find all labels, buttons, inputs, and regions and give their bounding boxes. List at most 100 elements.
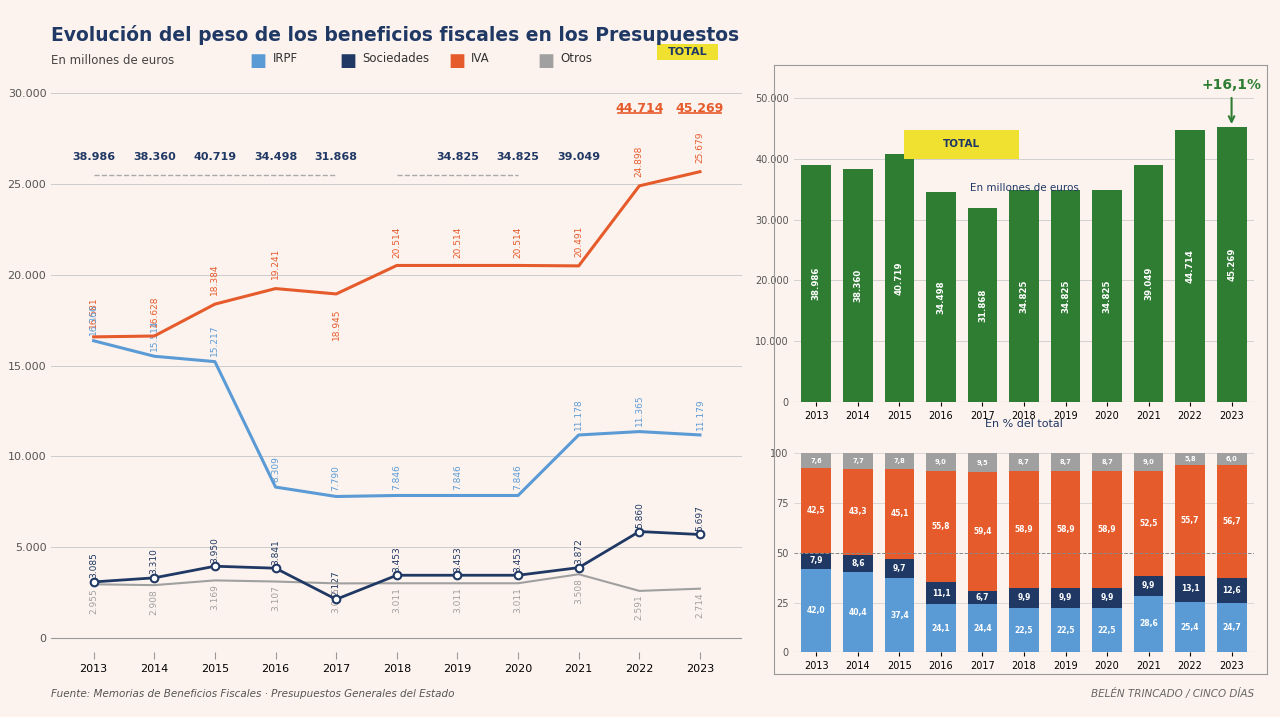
Text: 38.360: 38.360 bbox=[854, 269, 863, 302]
Text: 43,3: 43,3 bbox=[849, 507, 868, 516]
Text: 3.508: 3.508 bbox=[575, 578, 584, 604]
Bar bbox=[1134, 596, 1164, 652]
Text: 18.945: 18.945 bbox=[332, 308, 340, 340]
Bar bbox=[801, 553, 832, 569]
Bar bbox=[968, 591, 997, 604]
Bar bbox=[1092, 588, 1123, 608]
Text: 42,5: 42,5 bbox=[808, 506, 826, 516]
Bar bbox=[1175, 576, 1204, 602]
Bar bbox=[1175, 465, 1204, 576]
Text: 2.908: 2.908 bbox=[150, 589, 159, 614]
Text: 3.453: 3.453 bbox=[513, 546, 522, 571]
Text: 55,8: 55,8 bbox=[932, 522, 950, 531]
Text: 37,4: 37,4 bbox=[890, 611, 909, 619]
Text: 7,7: 7,7 bbox=[852, 458, 864, 464]
Text: 34.498: 34.498 bbox=[253, 152, 297, 162]
Text: 15.514: 15.514 bbox=[150, 319, 159, 351]
Text: 34.825: 34.825 bbox=[436, 152, 479, 162]
Bar bbox=[925, 582, 956, 604]
Text: 40.719: 40.719 bbox=[193, 152, 237, 162]
Text: 3.011: 3.011 bbox=[392, 587, 402, 613]
Text: 52,5: 52,5 bbox=[1139, 519, 1157, 528]
Text: 34.825: 34.825 bbox=[1061, 279, 1070, 313]
Text: 9,9: 9,9 bbox=[1059, 593, 1073, 602]
Text: 11.365: 11.365 bbox=[635, 394, 644, 426]
Text: 20.514: 20.514 bbox=[453, 227, 462, 258]
Bar bbox=[1009, 190, 1039, 402]
Bar bbox=[925, 471, 956, 582]
Text: En millones de euros: En millones de euros bbox=[51, 54, 174, 67]
Bar bbox=[844, 555, 873, 572]
Text: 2.714: 2.714 bbox=[695, 592, 704, 618]
Text: 3.011: 3.011 bbox=[453, 587, 462, 613]
Text: 8,7: 8,7 bbox=[1060, 459, 1071, 465]
Text: 9,9: 9,9 bbox=[1018, 593, 1030, 602]
Text: 11.179: 11.179 bbox=[695, 398, 704, 429]
Bar bbox=[1051, 470, 1080, 588]
Text: 44.714: 44.714 bbox=[616, 103, 663, 115]
Bar bbox=[884, 453, 914, 469]
Bar bbox=[1009, 453, 1039, 470]
Bar bbox=[884, 578, 914, 652]
Bar bbox=[1092, 608, 1123, 652]
Text: 3.872: 3.872 bbox=[575, 538, 584, 564]
Bar bbox=[968, 208, 997, 402]
Text: 34.825: 34.825 bbox=[497, 152, 539, 162]
Bar bbox=[925, 604, 956, 652]
Bar bbox=[801, 468, 832, 553]
Text: 39.049: 39.049 bbox=[557, 152, 600, 162]
Text: 5,8: 5,8 bbox=[1184, 456, 1196, 462]
Text: 3.005: 3.005 bbox=[332, 587, 340, 613]
Text: 24.898: 24.898 bbox=[635, 146, 644, 177]
Text: 7.846: 7.846 bbox=[392, 465, 402, 490]
Bar bbox=[1009, 470, 1039, 588]
Text: 7,8: 7,8 bbox=[893, 458, 905, 464]
Text: 24,1: 24,1 bbox=[932, 624, 950, 633]
Bar bbox=[1092, 190, 1123, 402]
Text: 5.697: 5.697 bbox=[695, 505, 704, 531]
Text: 34.825: 34.825 bbox=[1019, 279, 1029, 313]
Text: ■: ■ bbox=[448, 52, 465, 70]
Text: 9,0: 9,0 bbox=[936, 460, 947, 465]
Text: 7.790: 7.790 bbox=[332, 465, 340, 491]
Text: 20.514: 20.514 bbox=[392, 227, 402, 258]
Bar bbox=[884, 559, 914, 578]
Text: 11.178: 11.178 bbox=[575, 398, 584, 429]
Text: 7.846: 7.846 bbox=[453, 465, 462, 490]
Text: 31.868: 31.868 bbox=[978, 288, 987, 321]
Text: 2.127: 2.127 bbox=[332, 570, 340, 596]
Text: 22,5: 22,5 bbox=[1098, 625, 1116, 635]
Text: 31.868: 31.868 bbox=[315, 152, 357, 162]
Text: 58,9: 58,9 bbox=[1056, 525, 1075, 533]
Bar bbox=[925, 453, 956, 471]
Text: 3.841: 3.841 bbox=[271, 538, 280, 564]
Text: TOTAL: TOTAL bbox=[668, 47, 707, 57]
Bar bbox=[1009, 588, 1039, 608]
Text: 3.950: 3.950 bbox=[210, 537, 219, 563]
Text: 45.269: 45.269 bbox=[1228, 247, 1236, 281]
Bar bbox=[1216, 453, 1247, 465]
Text: 45,1: 45,1 bbox=[890, 509, 909, 518]
Text: 8.309: 8.309 bbox=[271, 456, 280, 482]
Bar bbox=[1134, 576, 1164, 596]
Text: 55,7: 55,7 bbox=[1181, 516, 1199, 525]
Bar bbox=[844, 453, 873, 469]
Text: 9,9: 9,9 bbox=[1101, 593, 1114, 602]
Text: 40,4: 40,4 bbox=[849, 608, 868, 617]
Bar bbox=[968, 604, 997, 652]
Text: 28,6: 28,6 bbox=[1139, 619, 1158, 629]
Text: 3.011: 3.011 bbox=[513, 587, 522, 613]
Bar bbox=[1092, 470, 1123, 588]
Bar bbox=[1134, 453, 1164, 471]
Bar bbox=[884, 154, 914, 402]
Text: 18.384: 18.384 bbox=[210, 264, 219, 295]
Text: 22,5: 22,5 bbox=[1056, 625, 1075, 635]
Text: 3.453: 3.453 bbox=[453, 546, 462, 571]
Bar bbox=[968, 473, 997, 591]
Text: 13,1: 13,1 bbox=[1180, 584, 1199, 594]
Text: 16.628: 16.628 bbox=[150, 295, 159, 327]
Bar bbox=[1051, 190, 1080, 402]
Text: 22,5: 22,5 bbox=[1015, 625, 1033, 635]
Bar bbox=[801, 453, 832, 468]
Text: Otros: Otros bbox=[561, 52, 593, 65]
